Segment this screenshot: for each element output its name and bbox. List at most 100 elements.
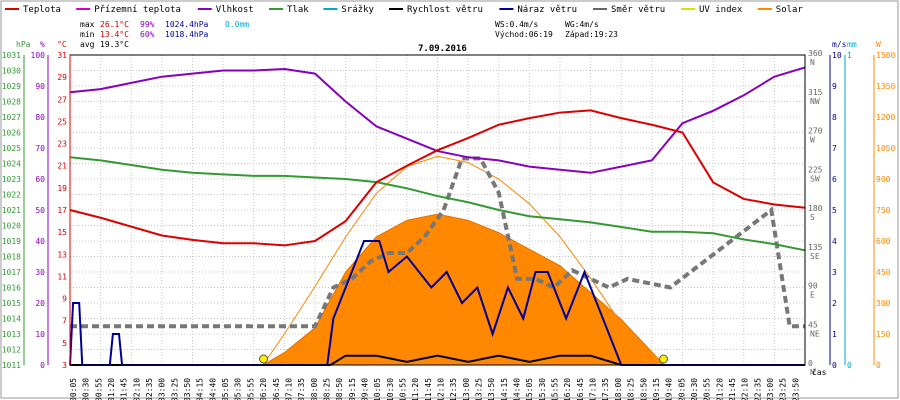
axis-hpa-tick: 1012 (2, 346, 21, 355)
x-tick: 18:00 (614, 378, 623, 400)
x-tick: 05:30 (234, 378, 243, 400)
axis-ms-tick: 3 (832, 268, 837, 277)
axis-hpa-tick: 1026 (2, 129, 21, 138)
x-tick: 11:45 (424, 378, 433, 400)
axis-dir-compass: N (810, 368, 815, 377)
axis-watt-tick: 600 (876, 237, 891, 246)
stat-sunrise: Východ:06:19 (495, 30, 553, 39)
stat-wg: WG:4m/s (565, 20, 599, 29)
axis-pct-tick: 80 (35, 113, 45, 122)
axis-dir-tick: 180 (808, 204, 823, 213)
x-tick: 13:50 (487, 378, 496, 400)
axis-ms-tick: 7 (832, 144, 837, 153)
legend-label: Rychlost větru (407, 5, 483, 15)
axis-hpa-tick: 1015 (2, 299, 21, 308)
axis-hpa-tick: 1014 (2, 315, 21, 324)
axis-ms-tick: 6 (832, 175, 837, 184)
axis-hpa-tick: 1019 (2, 237, 21, 246)
axis-celsius-tick: 21 (57, 162, 67, 171)
legend-label: UV index (699, 5, 743, 15)
x-tick: 14:40 (513, 378, 522, 400)
axis-dir-compass: N (810, 58, 815, 67)
axis-dir-tick: 45 (808, 320, 818, 329)
axis-watt-tick: 900 (876, 175, 891, 184)
axis-hpa-tick: 1021 (2, 206, 21, 215)
axis-hpa-tick: 1023 (2, 175, 21, 184)
axis-dir-tick: 270 (808, 127, 823, 136)
axis-celsius-tick: 19 (57, 184, 67, 193)
x-tick: 05:55 (246, 378, 255, 400)
x-tick: 16:20 (563, 378, 572, 400)
stat-max-press: 1024.4hPa (165, 20, 209, 29)
axis-celsius-tick: 7 (62, 317, 67, 326)
x-tick: 01:45 (120, 378, 129, 400)
x-tick: 15:55 (551, 378, 560, 400)
axis-dir-compass: NW (810, 97, 820, 106)
axis-dir-tick: 360 (808, 49, 823, 58)
stat-max-temp: 26.1°C (100, 20, 129, 29)
x-tick: 14:15 (500, 378, 509, 400)
x-tick: 21:20 (715, 378, 724, 400)
axis-hpa-tick: 1030 (2, 67, 21, 76)
stat-max-label: max (80, 20, 95, 29)
axis-watt-tick: 0 (876, 361, 881, 370)
axis-hpa-tick: 1027 (2, 113, 21, 122)
axis-mm-tick: 1 (847, 51, 852, 60)
stat-max-rain: 0.0mm (225, 20, 249, 29)
axis-pct-tick: 50 (35, 206, 45, 215)
axis-hpa-tick: 1028 (2, 98, 21, 107)
axis-hpa-tick: 1031 (2, 51, 21, 60)
axis-dir-tick: 225 (808, 165, 823, 174)
axis-hpa-tick: 1024 (2, 160, 21, 169)
axis-dir-tick: 315 (808, 88, 823, 97)
legend-label: Náraz větru (517, 5, 577, 15)
stat-min-press: 1018.4hPa (165, 30, 209, 39)
x-tick: 16:45 (576, 378, 585, 400)
stat-max-hum: 99% (140, 20, 155, 29)
x-tick: 20:55 (703, 378, 712, 400)
axis-watt-tick: 750 (876, 206, 891, 215)
x-tick: 23:50 (791, 378, 800, 400)
x-tick: 12:10 (437, 378, 446, 400)
axis-watt-tick: 1050 (876, 144, 895, 153)
x-tick: 10:30 (386, 378, 395, 400)
x-tick: 20:05 (677, 378, 686, 400)
axis-hpa-tick: 1011 (2, 361, 21, 370)
x-tick: 04:15 (196, 378, 205, 400)
x-tick: 08:25 (322, 378, 331, 400)
axis-hpa-tick: 1020 (2, 222, 21, 231)
x-tick: 03:00 (158, 378, 167, 400)
sun-marker (259, 354, 269, 364)
axis-watt-tick: 1500 (876, 51, 895, 60)
axis-watt-tick: 450 (876, 268, 891, 277)
axis-pct-label: % (40, 40, 45, 49)
axis-mm-tick: 0 (847, 361, 852, 370)
x-tick: 06:20 (259, 378, 268, 400)
x-tick: 02:35 (145, 378, 154, 400)
stat-min-temp: 13.4°C (100, 30, 129, 39)
axis-dir-tick: 135 (808, 243, 823, 252)
x-tick: 18:50 (639, 378, 648, 400)
axis-celsius-tick: 9 (62, 295, 67, 304)
x-tick: 00:05 (69, 378, 78, 400)
x-tick: 19:40 (665, 378, 674, 400)
x-tick: 06:45 (272, 378, 281, 400)
axis-hpa-label: hPa (16, 40, 31, 49)
x-tick: 04:40 (208, 378, 217, 400)
axis-ms-tick: 1 (832, 330, 837, 339)
stat-ws: WS:0.4m/s (495, 20, 539, 29)
axis-celsius-label: °C (57, 40, 67, 49)
sun-marker (659, 354, 669, 364)
axis-watt-label: W (876, 40, 881, 49)
stat-min-label: min (80, 30, 95, 39)
x-tick: 20:30 (690, 378, 699, 400)
x-tick: 05:05 (221, 378, 230, 400)
x-tick: 13:00 (462, 378, 471, 400)
x-tick: 07:10 (284, 378, 293, 400)
axis-dir-compass: SW (810, 174, 820, 183)
x-tick: 09:40 (360, 378, 369, 400)
legend-label: Tlak (287, 5, 309, 15)
x-tick: 18:25 (627, 378, 636, 400)
